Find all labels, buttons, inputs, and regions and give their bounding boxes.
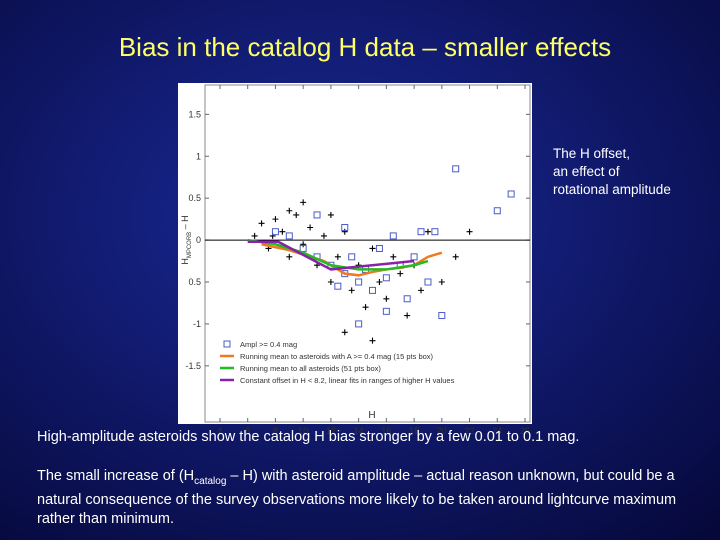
plus-point bbox=[293, 211, 300, 218]
plus-point bbox=[272, 216, 279, 223]
x-tick-label: 8 bbox=[273, 426, 278, 436]
note-line: The H offset, bbox=[553, 146, 630, 161]
plus-point bbox=[369, 245, 376, 252]
y-label-part: MPCORB bbox=[187, 232, 193, 258]
x-tick-label: 26 bbox=[520, 426, 530, 436]
x-axis-label: H bbox=[368, 410, 375, 421]
plus-point bbox=[362, 304, 369, 311]
plus-point bbox=[369, 337, 376, 344]
plus-point bbox=[383, 295, 390, 302]
y-tick-label: -1.5 bbox=[185, 361, 201, 371]
paragraph: High-amplitude asteroids show the catalo… bbox=[37, 429, 580, 445]
y-tick-label: 0.5 bbox=[188, 277, 201, 287]
square-point bbox=[382, 274, 390, 282]
plus-point bbox=[251, 232, 258, 239]
plus-point bbox=[286, 253, 293, 260]
legend-label: Constant offset in H < 8.2, linear fits … bbox=[240, 376, 455, 385]
square-point bbox=[375, 244, 383, 252]
square-point bbox=[313, 211, 321, 219]
plus-point bbox=[438, 279, 445, 286]
note-line: an effect of bbox=[553, 164, 620, 179]
y-tick-label: -1 bbox=[193, 319, 201, 329]
legend-label: Ampl >= 0.4 mag bbox=[240, 340, 297, 349]
paragraph: The small increase of (Hcatalog – H) wit… bbox=[37, 467, 697, 529]
text: – H) with asteroid amplitude – actual re… bbox=[37, 468, 677, 527]
square-point bbox=[382, 307, 390, 315]
square-point bbox=[507, 190, 515, 198]
slide-title: Bias in the catalog H data – smaller eff… bbox=[119, 32, 611, 62]
square-point bbox=[334, 282, 342, 290]
square-point bbox=[341, 224, 349, 232]
subscript: catalog bbox=[194, 475, 227, 487]
x-tick-label: 20 bbox=[437, 426, 447, 436]
x-tick-label: 14 bbox=[354, 426, 364, 436]
square-point bbox=[285, 232, 293, 240]
legend-swatch bbox=[223, 340, 231, 348]
plus-point bbox=[376, 279, 383, 286]
note-line: rotational amplitude bbox=[553, 182, 671, 197]
plus-point bbox=[404, 312, 411, 319]
x-tick-label: 12 bbox=[326, 426, 336, 436]
plus-point bbox=[300, 199, 307, 206]
plus-point bbox=[348, 287, 355, 294]
square-point bbox=[417, 228, 425, 236]
y-tick-label: 1.5 bbox=[188, 109, 201, 119]
square-point bbox=[403, 295, 411, 303]
plus-point bbox=[327, 279, 334, 286]
square-point bbox=[355, 278, 363, 286]
x-tick-label: 16 bbox=[381, 426, 391, 436]
text: The small increase of (H bbox=[37, 468, 195, 484]
x-tick-label: 4 bbox=[217, 426, 222, 436]
y-tick-label: 0.5 bbox=[188, 193, 201, 203]
line-series bbox=[247, 240, 415, 271]
plus-point bbox=[341, 329, 348, 336]
plus-point bbox=[390, 253, 397, 260]
y-label-part: – H bbox=[180, 215, 190, 232]
plus-point bbox=[334, 253, 341, 260]
square-point bbox=[431, 228, 439, 236]
x-tick-label: 18 bbox=[409, 426, 419, 436]
plus-point bbox=[286, 207, 293, 214]
x-tick-label: 6 bbox=[245, 426, 250, 436]
plus-point bbox=[300, 241, 307, 248]
legend-label: Running mean to all asteroids (51 pts bo… bbox=[240, 364, 381, 373]
square-point bbox=[389, 232, 397, 240]
plus-point bbox=[327, 211, 334, 218]
square-point bbox=[438, 312, 446, 320]
y-tick-label: 1 bbox=[196, 151, 201, 161]
square-point bbox=[355, 320, 363, 328]
plot-frame bbox=[204, 84, 531, 423]
square-point bbox=[348, 253, 356, 261]
plus-point bbox=[466, 228, 473, 235]
plus-point bbox=[397, 270, 404, 277]
plus-point bbox=[452, 253, 459, 260]
square-point bbox=[493, 207, 501, 215]
square-point bbox=[452, 165, 460, 173]
square-point bbox=[271, 228, 279, 236]
y-label-part: H bbox=[180, 258, 190, 265]
legend-label: Running mean to asteroids with A >= 0.4 … bbox=[240, 352, 434, 361]
plus-point bbox=[258, 220, 265, 227]
square-point bbox=[410, 253, 418, 261]
plus-point bbox=[424, 228, 431, 235]
plus-point bbox=[279, 228, 286, 235]
plus-point bbox=[418, 287, 425, 294]
square-point bbox=[424, 278, 432, 286]
x-tick-label: 22 bbox=[465, 426, 475, 436]
y-axis-label: HMPCORB – H bbox=[180, 215, 193, 264]
plus-point bbox=[320, 232, 327, 239]
square-point bbox=[368, 286, 376, 294]
plus-point bbox=[307, 224, 314, 231]
x-tick-label: 10 bbox=[298, 426, 308, 436]
x-tick-label: 24 bbox=[492, 426, 502, 436]
y-tick-label: 0 bbox=[196, 235, 201, 245]
plus-point bbox=[341, 228, 348, 235]
